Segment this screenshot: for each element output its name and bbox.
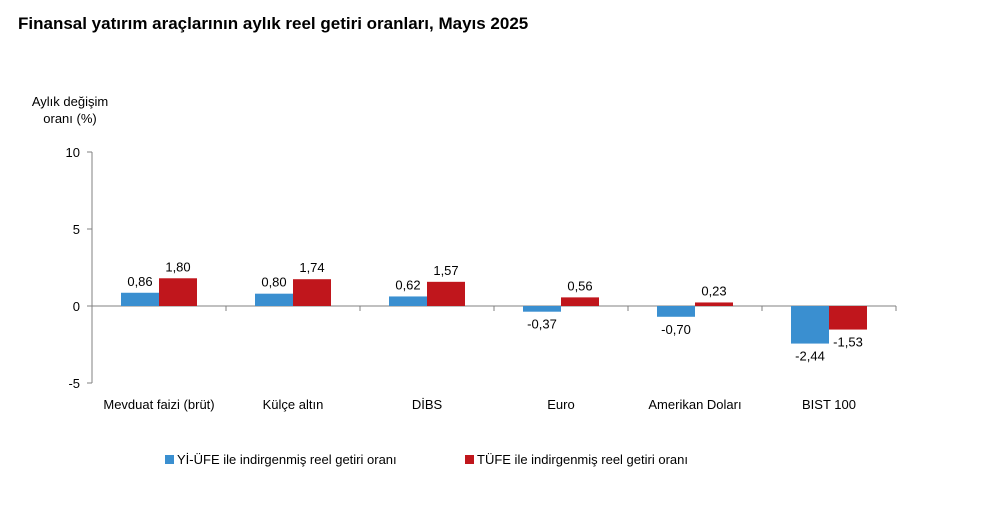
data-label: 1,57 (433, 263, 458, 278)
y-axis-label-line-2: oranı (%) (43, 111, 96, 126)
bar (657, 306, 695, 317)
x-tick-label: DİBS (412, 397, 443, 412)
y-tick-label: 10 (66, 145, 80, 160)
bar (159, 278, 197, 306)
y-tick-label: -5 (68, 376, 80, 391)
x-tick-label: Euro (547, 397, 574, 412)
bar (427, 281, 465, 306)
data-label: 1,74 (299, 260, 324, 275)
chart-title: Finansal yatırım araçlarının aylık reel … (18, 14, 529, 33)
bar (389, 296, 427, 306)
data-label: 0,86 (127, 274, 152, 289)
bar (121, 292, 159, 306)
x-tick-label: BIST 100 (802, 397, 856, 412)
data-label: 1,80 (165, 259, 190, 274)
legend-label: Yİ-ÜFE ile indirgenmiş reel getiri oranı (177, 452, 397, 467)
data-label: 0,23 (701, 283, 726, 298)
data-label: 0,80 (261, 275, 286, 290)
legend-label: TÜFE ile indirgenmiş reel getiri oranı (477, 452, 688, 467)
bar (829, 306, 867, 330)
y-tick-label: 0 (73, 299, 80, 314)
bar (695, 302, 733, 306)
bar (523, 306, 561, 312)
y-tick-label: 5 (73, 222, 80, 237)
data-label: -2,44 (795, 349, 825, 364)
data-label: 0,56 (567, 278, 592, 293)
x-tick-label: Amerikan Doları (648, 397, 741, 412)
x-tick-label: Külçe altın (263, 397, 324, 412)
bar (293, 279, 331, 306)
y-axis-label-line-1: Aylık değişim (32, 94, 108, 109)
bar (791, 306, 829, 344)
legend-swatch (465, 455, 474, 464)
data-label: -0,37 (527, 317, 557, 332)
bar (561, 297, 599, 306)
legend-swatch (165, 455, 174, 464)
data-label: 0,62 (395, 277, 420, 292)
data-label: -0,70 (661, 322, 691, 337)
data-label: -1,53 (833, 335, 863, 350)
bar (255, 293, 293, 306)
x-tick-label: Mevduat faizi (brüt) (103, 397, 214, 412)
